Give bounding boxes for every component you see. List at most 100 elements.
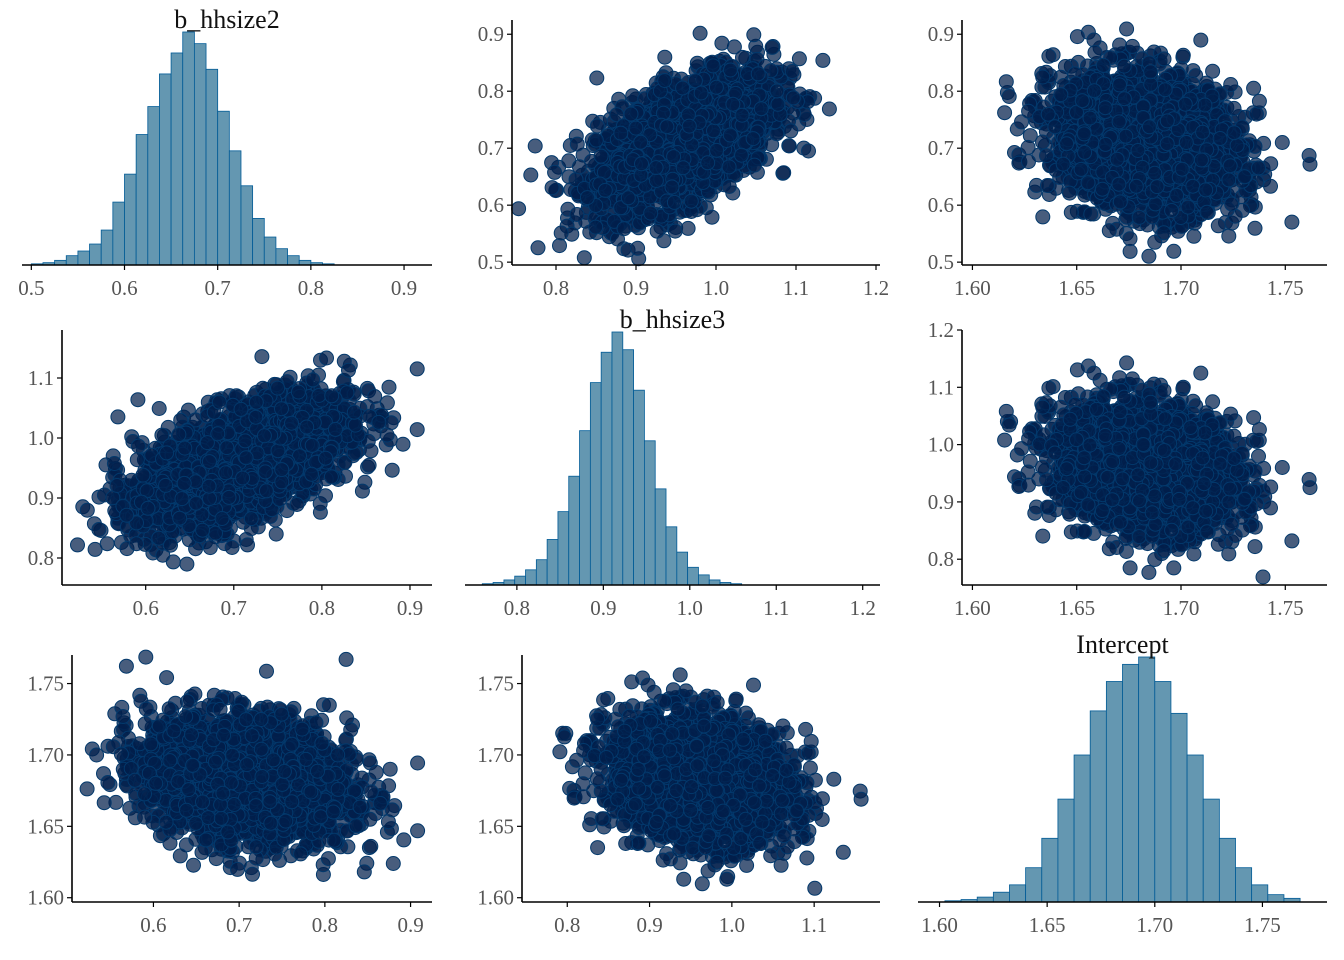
- histogram-bar: [287, 255, 300, 266]
- scatter-point: [1141, 248, 1157, 264]
- scatter-point: [1101, 223, 1117, 239]
- histogram-bar: [112, 201, 125, 266]
- scatter-point: [616, 221, 632, 237]
- scatter-point: [657, 73, 673, 88]
- scatter-point: [1186, 228, 1202, 244]
- scatter-point: [569, 136, 585, 152]
- scatter-point: [589, 70, 605, 86]
- histogram-bar: [263, 236, 277, 266]
- scatter-point: [681, 118, 697, 134]
- scatter-point: [1210, 218, 1226, 234]
- scatter-point: [770, 96, 786, 112]
- scatter-point: [630, 240, 646, 256]
- scatter-point: [1166, 243, 1182, 259]
- scatter-point: [634, 156, 649, 172]
- scatter-point: [700, 155, 716, 171]
- x-tick-label: 1.0: [703, 276, 729, 300]
- scatter-point: [747, 157, 762, 173]
- scatter-point: [815, 52, 831, 68]
- scatter-point: [1175, 47, 1191, 63]
- scatter-point: [714, 35, 730, 51]
- scatter-point: [666, 149, 682, 165]
- scatter-point: [769, 83, 785, 99]
- histogram-bar: [147, 106, 160, 266]
- scatter-point: [675, 80, 691, 96]
- scatter-point: [1221, 228, 1237, 244]
- scatter-point: [571, 159, 587, 175]
- x-tick-label: 0.8: [543, 276, 569, 300]
- panel-1-3: 0.50.60.70.80.91.60 1.65 1.70 1.75: [928, 20, 1327, 300]
- scatter-point: [692, 25, 708, 41]
- histogram-bar: [252, 217, 265, 266]
- scatter-point: [588, 219, 604, 235]
- scatter-point: [657, 49, 673, 65]
- y-tick-label: 0.7: [478, 136, 504, 160]
- scatter-point: [1156, 225, 1172, 241]
- scatter-point: [523, 167, 539, 183]
- x-tick-label: 0.9: [391, 276, 417, 300]
- scatter-point: [1035, 209, 1051, 225]
- histogram-bar: [240, 185, 254, 266]
- scatter-point: [704, 209, 720, 225]
- scatter-point: [1284, 214, 1300, 230]
- scatter-point: [693, 85, 709, 101]
- scatter-point: [1021, 154, 1036, 170]
- scatter-point: [784, 64, 800, 79]
- scatter-point: [648, 173, 664, 188]
- scatter-point: [544, 180, 560, 196]
- scatter-point: [680, 220, 696, 236]
- scatter-point: [1226, 100, 1242, 116]
- scatter-points: [511, 25, 837, 267]
- y-tick-label: 0.9: [478, 22, 504, 46]
- scatter-point: [569, 207, 585, 222]
- scatter-point: [746, 27, 762, 43]
- scatter-point: [579, 190, 595, 206]
- histogram-bar: [100, 229, 114, 266]
- scatter-point: [706, 123, 721, 139]
- panel-title: b_hhsize2: [174, 5, 279, 34]
- scatter-point: [648, 160, 664, 176]
- histogram-bar: [275, 248, 288, 266]
- scatter-point: [791, 51, 807, 67]
- scatter-point: [597, 182, 613, 198]
- scatter-point: [649, 223, 665, 239]
- scatter-point: [1180, 199, 1196, 215]
- scatter-point: [1302, 156, 1318, 172]
- scatter-point: [667, 223, 683, 239]
- histogram-bar: [182, 31, 195, 266]
- scatter-point: [1069, 29, 1085, 45]
- scatter-point: [643, 205, 659, 221]
- scatter-point: [1246, 80, 1262, 96]
- scatter-point: [708, 79, 724, 95]
- scatter-point: [593, 148, 609, 164]
- scatter-point: [552, 238, 567, 254]
- scatter-point: [613, 125, 629, 141]
- scatter-point: [683, 193, 699, 209]
- x-tick-label: 0.8: [298, 276, 324, 300]
- x-tick-label: 1.1: [783, 276, 809, 300]
- scatter-point: [721, 159, 737, 175]
- scatter-point: [633, 134, 649, 150]
- scatter-point: [705, 58, 721, 74]
- scatter-point: [821, 101, 837, 117]
- histogram-bar: [89, 243, 102, 266]
- scatter-point: [801, 143, 816, 159]
- scatter-point: [1131, 209, 1147, 225]
- scatter-point: [725, 96, 741, 112]
- scatter-point: [1041, 48, 1057, 64]
- scatter-point: [776, 165, 792, 181]
- scatter-point: [589, 118, 605, 134]
- histogram-bar: [193, 43, 207, 266]
- scatter-point: [1221, 172, 1237, 188]
- scatter-point: [628, 120, 644, 136]
- scatter-point: [1249, 106, 1264, 122]
- scatter-point: [659, 119, 675, 135]
- histogram-bar: [159, 73, 172, 266]
- scatter-point: [1263, 178, 1278, 194]
- y-tick-label: 0.8: [478, 79, 504, 103]
- scatter-point: [764, 39, 780, 55]
- x-tick-label: 0.7: [205, 276, 231, 300]
- histogram-bar: [217, 110, 230, 266]
